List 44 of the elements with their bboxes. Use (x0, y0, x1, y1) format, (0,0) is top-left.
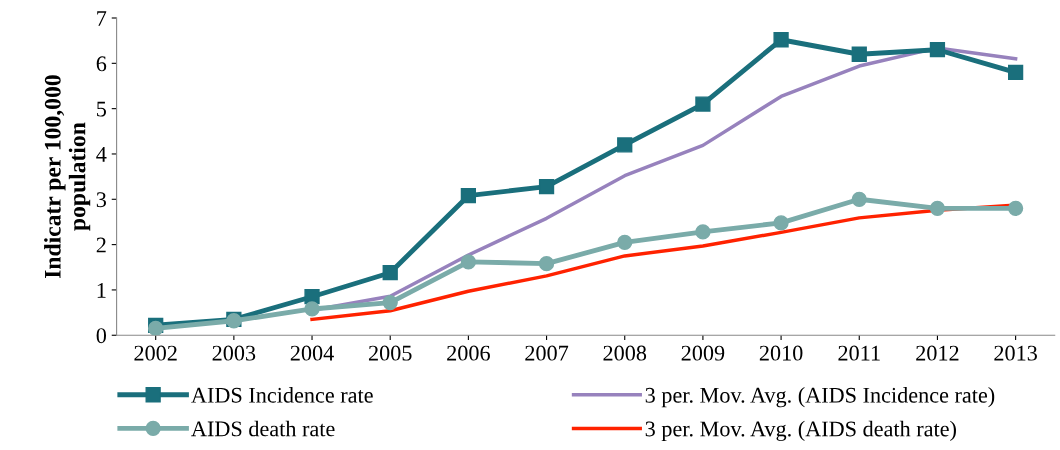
x-tick-label: 2006 (447, 345, 490, 361)
point (460, 188, 477, 204)
legend-label: 3 per. Mov. Avg. (AIDS Incidence rate) (645, 387, 995, 408)
y-tick-label: 0 (96, 328, 107, 344)
point (695, 224, 711, 240)
point (538, 256, 555, 272)
point (851, 191, 867, 207)
point (773, 215, 789, 231)
point (617, 234, 633, 250)
y-tick-label: 3 (96, 192, 107, 208)
point (851, 46, 867, 62)
x-tick-label: 2013 (994, 345, 1037, 361)
x-tick-label: 2008 (603, 345, 647, 361)
point (929, 42, 946, 58)
point (460, 254, 477, 270)
x-tick-label: 2005 (368, 345, 412, 361)
point (304, 301, 320, 317)
x-tick-label: 2011 (838, 345, 880, 361)
point (1007, 200, 1024, 216)
x-tick-label: 2012 (916, 345, 959, 361)
point (382, 265, 398, 281)
x-tick-label: 2002 (134, 345, 177, 361)
x-tick-label: 2004 (290, 345, 334, 361)
point (538, 178, 555, 195)
y-tick-label: 2 (96, 237, 106, 253)
y-tick-label: 1 (97, 282, 106, 298)
y-tick-label: 4 (96, 147, 107, 162)
point (382, 294, 398, 311)
x-tick-label: 2003 (212, 345, 256, 361)
y-tick-label: 6 (96, 56, 107, 72)
point (617, 137, 633, 153)
legend-label: AIDS Incidence rate (191, 387, 373, 403)
legend-label: AIDS death rate (191, 420, 335, 437)
point (695, 96, 711, 112)
legend-label: 3 per. Mov. Avg. (AIDS death rate) (645, 420, 956, 442)
y-tick-label: 7 (97, 11, 107, 26)
x-tick-label: 2007 (525, 345, 569, 361)
y-tick-label: 5 (97, 101, 107, 117)
x-tick-label: 2010 (759, 345, 803, 361)
point (929, 200, 946, 216)
y-axis-title: Indicatr per 100,000 population (44, 75, 91, 279)
x-tick-label: 2009 (681, 345, 725, 361)
point (773, 32, 789, 48)
point (1007, 64, 1024, 81)
